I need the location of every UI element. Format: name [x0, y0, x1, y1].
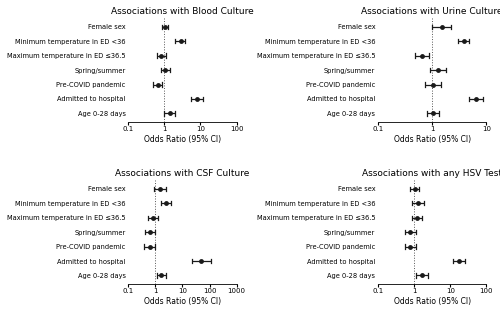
Title: Associations with CSF Culture: Associations with CSF Culture — [116, 169, 250, 178]
X-axis label: Odds Ratio (95% CI): Odds Ratio (95% CI) — [144, 135, 221, 144]
Title: Associations with Urine Culture: Associations with Urine Culture — [362, 7, 500, 16]
X-axis label: Odds Ratio (95% CI): Odds Ratio (95% CI) — [394, 297, 471, 306]
X-axis label: Odds Ratio (95% CI): Odds Ratio (95% CI) — [144, 297, 221, 306]
Title: Associations with Blood Culture: Associations with Blood Culture — [111, 7, 254, 16]
X-axis label: Odds Ratio (95% CI): Odds Ratio (95% CI) — [394, 135, 471, 144]
Title: Associations with any HSV Test: Associations with any HSV Test — [362, 169, 500, 178]
